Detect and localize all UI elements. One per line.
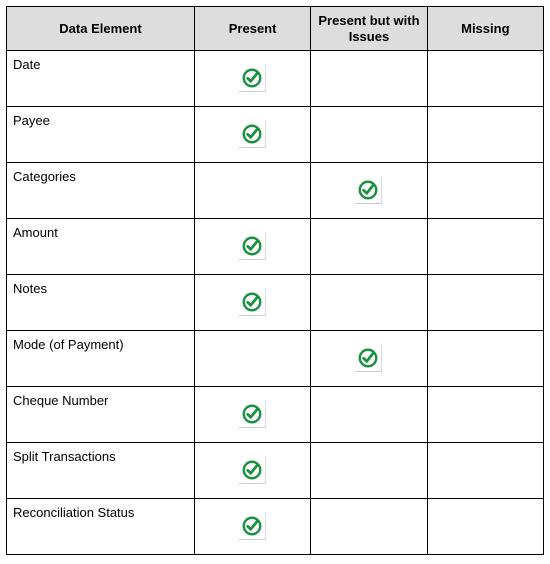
table-row: Date: [7, 51, 544, 107]
checkmark-icon: [239, 233, 266, 260]
table-row: Categories: [7, 163, 544, 219]
cell-missing: [427, 443, 543, 499]
checkmark-icon: [239, 65, 266, 92]
table-row: Cheque Number: [7, 387, 544, 443]
col-header-present-issues: Present but with Issues: [311, 7, 427, 51]
checkmark-icon: [355, 177, 382, 204]
table-body: DatePayeeCategoriesAmountNotesMode (of P…: [7, 51, 544, 555]
row-label: Split Transactions: [7, 443, 195, 499]
cell-missing: [427, 163, 543, 219]
row-label: Categories: [7, 163, 195, 219]
cell-present: [194, 331, 310, 387]
cell-issues: [311, 275, 427, 331]
cell-missing: [427, 387, 543, 443]
checkmark-icon: [355, 345, 382, 372]
cell-present: [194, 387, 310, 443]
cell-issues: [311, 51, 427, 107]
cell-missing: [427, 275, 543, 331]
cell-missing: [427, 331, 543, 387]
checkmark-icon: [239, 289, 266, 316]
cell-present: [194, 275, 310, 331]
checkmark-icon: [239, 401, 266, 428]
cell-present: [194, 107, 310, 163]
col-header-present: Present: [194, 7, 310, 51]
cell-missing: [427, 219, 543, 275]
row-label: Date: [7, 51, 195, 107]
row-label: Reconciliation Status: [7, 499, 195, 555]
table-row: Split Transactions: [7, 443, 544, 499]
table-row: Payee: [7, 107, 544, 163]
cell-present: [194, 219, 310, 275]
cell-issues: [311, 499, 427, 555]
cell-missing: [427, 107, 543, 163]
cell-present: [194, 443, 310, 499]
cell-present: [194, 51, 310, 107]
row-label: Amount: [7, 219, 195, 275]
col-header-data-element: Data Element: [7, 7, 195, 51]
col-header-missing: Missing: [427, 7, 543, 51]
cell-present: [194, 163, 310, 219]
cell-issues: [311, 163, 427, 219]
cell-issues: [311, 219, 427, 275]
cell-missing: [427, 51, 543, 107]
row-label: Mode (of Payment): [7, 331, 195, 387]
row-label: Payee: [7, 107, 195, 163]
cell-issues: [311, 107, 427, 163]
table-header-row: Data Element Present Present but with Is…: [7, 7, 544, 51]
checkmark-icon: [239, 513, 266, 540]
table-row: Notes: [7, 275, 544, 331]
checkmark-icon: [239, 121, 266, 148]
cell-missing: [427, 499, 543, 555]
table-row: Amount: [7, 219, 544, 275]
row-label: Notes: [7, 275, 195, 331]
row-label: Cheque Number: [7, 387, 195, 443]
table-header: Data Element Present Present but with Is…: [7, 7, 544, 51]
table-row: Reconciliation Status: [7, 499, 544, 555]
cell-issues: [311, 387, 427, 443]
data-element-table: Data Element Present Present but with Is…: [6, 6, 544, 555]
cell-issues: [311, 331, 427, 387]
cell-present: [194, 499, 310, 555]
cell-issues: [311, 443, 427, 499]
table-row: Mode (of Payment): [7, 331, 544, 387]
checkmark-icon: [239, 457, 266, 484]
